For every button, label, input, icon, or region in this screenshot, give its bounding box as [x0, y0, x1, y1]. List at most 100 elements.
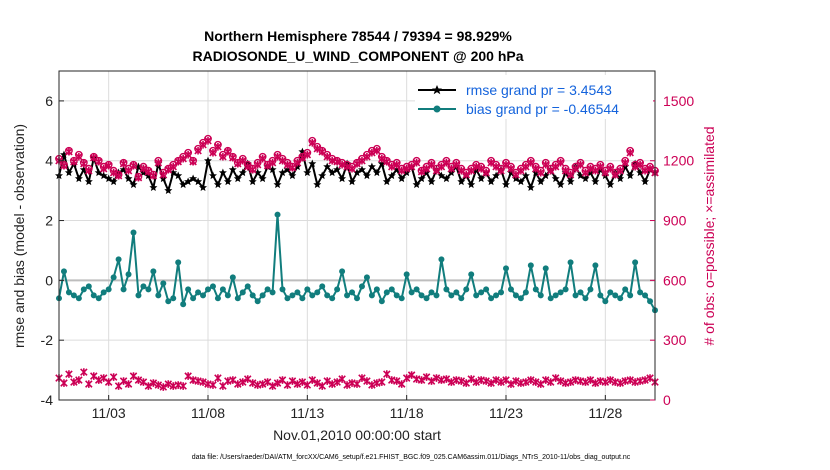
rmse-point [502, 180, 510, 189]
rmse-point [273, 180, 282, 189]
obs-assimilated-point [621, 158, 629, 167]
bias-point [60, 268, 67, 275]
bias-point [478, 289, 485, 296]
bias-point [254, 298, 261, 305]
bias-point [617, 295, 624, 302]
rmse-point [174, 171, 183, 180]
obs-assimilated-point [442, 158, 451, 167]
rmse-point [348, 177, 356, 186]
bias-point [219, 286, 226, 293]
obs-assimilated-point [134, 173, 143, 182]
obs-assimilated-point [616, 379, 624, 387]
obs-assimilated-point [507, 164, 515, 173]
obs-assimilated-point [631, 162, 639, 171]
rmse-point [566, 177, 575, 186]
obs-assimilated-point [65, 147, 73, 156]
obs-assimilated-point [139, 164, 148, 173]
obs-assimilated-point [581, 378, 590, 386]
rmse-point [179, 180, 188, 189]
bias-point [294, 289, 301, 296]
rmse-point [313, 180, 322, 189]
x-tick-label: 11/08 [191, 405, 225, 421]
rmse-point [199, 183, 207, 191]
obs-assimilated-point [566, 378, 575, 386]
x-tick-label: 11/28 [588, 405, 622, 421]
obs-assimilated-point [194, 146, 202, 155]
obs-assimilated-point [472, 162, 480, 171]
bias-point [259, 292, 266, 299]
rmse-point [60, 150, 68, 159]
bias-point [75, 295, 82, 302]
y-tick-label-right: 300 [663, 332, 687, 348]
obs-assimilated-point [328, 380, 336, 388]
obs-assimilated-point [229, 153, 237, 162]
bias-point [105, 286, 112, 293]
obs-assimilated-point [258, 380, 267, 388]
bias-point [597, 292, 604, 299]
bias-point [453, 289, 460, 296]
obs-assimilated-point [497, 378, 505, 386]
obs-assimilated-point [591, 379, 600, 387]
rmse-point [412, 180, 421, 189]
rmse-point [626, 171, 635, 180]
bias-point [517, 295, 524, 302]
obs-assimilated-point [268, 158, 277, 167]
obs-assimilated-point [65, 370, 73, 378]
bias-point [145, 286, 152, 293]
rmse-point [253, 168, 262, 177]
rmse-point [184, 177, 193, 186]
plot-frame [59, 71, 655, 400]
rmse-point [248, 177, 257, 186]
obs-assimilated-point [209, 148, 217, 157]
bias-point [358, 283, 365, 290]
rmse-point [442, 174, 451, 183]
rmse-point [377, 159, 386, 168]
obs-assimilated-point [586, 376, 595, 384]
bias-point [587, 286, 594, 293]
obs-assimilated-point [308, 138, 317, 147]
obs-assimilated-point [80, 159, 88, 168]
obs-assimilated-point [427, 377, 436, 385]
rmse-point [541, 171, 550, 180]
obs-assimilated-point [149, 171, 158, 180]
obs-assimilated-point [452, 160, 461, 169]
bias-point [115, 256, 122, 263]
obs-assimilated-point [253, 160, 262, 169]
bias-point [229, 274, 236, 281]
obs-assimilated-point [412, 158, 421, 167]
rmse-point [636, 168, 645, 177]
y-tick-label-left: -2 [41, 332, 54, 348]
chart-title-line2: RADIOSONDE_U_WIND_COMPONENT @ 200 hPa [192, 48, 523, 64]
obs-assimilated-point [566, 170, 575, 179]
obs-assimilated-point [298, 153, 307, 162]
bias-point [165, 298, 172, 305]
x-tick-label: 11/03 [92, 405, 126, 421]
legend: rmse grand pr = 3.4543 bias grand pr = -… [415, 75, 653, 119]
obs-assimilated-point [234, 380, 242, 388]
obs-assimilated-point [392, 377, 401, 385]
obs-assimilated-point [179, 382, 187, 390]
obs-assimilated-point [129, 161, 138, 170]
obs-assimilated-point [447, 378, 456, 386]
bias-point [522, 289, 529, 296]
bias-point [642, 292, 649, 299]
bias-point [433, 292, 440, 299]
rmse-point [119, 165, 128, 174]
y-axis-label-right: # of obs: o=possible; ×=assimilated [701, 126, 717, 345]
obs-assimilated-point [606, 376, 615, 384]
obs-assimilated-point [616, 166, 624, 175]
rmse-point [516, 177, 525, 186]
obs-assimilated-point [308, 376, 317, 384]
obs-assimilated-point [368, 148, 376, 157]
rmse-point [367, 162, 376, 171]
obs-assimilated-point [541, 160, 550, 169]
bias-point [398, 295, 405, 302]
obs-assimilated-point [224, 147, 232, 156]
obs-assimilated-point [243, 162, 252, 171]
bias-point [135, 292, 142, 299]
bias-point [602, 298, 609, 305]
bias-point [503, 265, 509, 272]
bias-point [314, 289, 321, 296]
obs-assimilated-point [497, 166, 505, 175]
obs-assimilated-point [417, 167, 426, 176]
